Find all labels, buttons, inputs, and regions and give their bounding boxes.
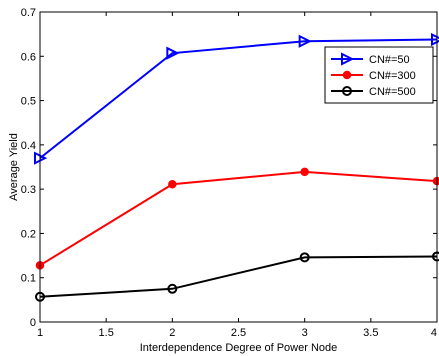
x-tick-label: 1.5 <box>99 327 114 339</box>
y-tick-label: 0 <box>30 317 36 329</box>
x-tick-label: 3 <box>302 327 308 339</box>
legend-label: CN#=500 <box>369 86 416 98</box>
y-tick-label: 0.6 <box>21 51 36 63</box>
x-tick-label: 1 <box>37 327 43 339</box>
legend-label: CN#=300 <box>369 70 416 82</box>
series-line <box>39 255 438 298</box>
data-point <box>342 70 352 80</box>
y-tick-label: 0.3 <box>21 184 36 196</box>
axes-layer: 1 1.5 2 2.5 3 3.5 4 0 0.1 0.2 0.3 0.4 0.5 0.6 0.7 <box>21 7 438 339</box>
x-axis-label: Interdependence Degree of Power Node <box>140 342 338 354</box>
y-axis-label: Average Yield <box>8 133 20 201</box>
x-tick-label: 2.5 <box>231 327 246 339</box>
y-tick-label: 0.4 <box>21 140 36 152</box>
legend-entry-1: CN#=50 <box>331 52 410 66</box>
y-tick-label: 0.2 <box>21 228 36 240</box>
y-tick-label: 0.1 <box>21 273 36 285</box>
legend: CN#=50 CN#=300 CN#=500 <box>324 46 434 104</box>
series-2 <box>35 167 439 270</box>
data-point <box>341 52 355 66</box>
series-line <box>39 38 438 159</box>
data-point <box>166 46 180 60</box>
x-tick-label: 2 <box>169 327 175 339</box>
data-point <box>342 86 352 96</box>
y-tick-label: 0.5 <box>21 96 36 108</box>
legend-entry-3: CN#=500 <box>331 86 416 98</box>
y-tick-label: 0.7 <box>21 7 36 19</box>
x-tick-label: 3.5 <box>363 327 378 339</box>
data-point <box>298 34 312 48</box>
data-point <box>299 252 310 263</box>
data-point <box>300 167 309 177</box>
legend-entry-2: CN#=300 <box>331 70 416 82</box>
x-tick-label: 4 <box>431 327 437 339</box>
data-point <box>432 176 439 186</box>
data-point <box>167 283 178 294</box>
legend-label: CN#=50 <box>369 54 410 66</box>
series-line <box>39 170 438 267</box>
data-point <box>168 180 177 189</box>
